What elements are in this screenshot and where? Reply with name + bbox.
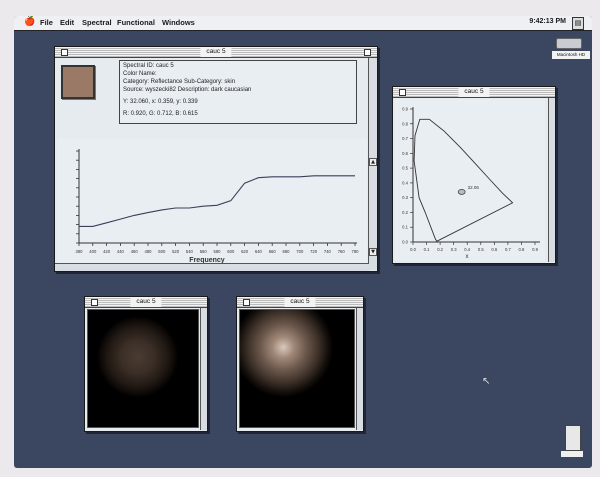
chromaticity-window-titlebar[interactable]: cauc 5 bbox=[393, 87, 555, 98]
scroll-up-arrow-icon[interactable]: ▲ bbox=[369, 158, 377, 166]
chroma-y-tick-label: 0.7 bbox=[402, 136, 408, 141]
trash-label bbox=[561, 451, 583, 457]
spectral-window-titlebar[interactable]: cauc 5 bbox=[55, 47, 377, 58]
menu-file[interactable]: File bbox=[40, 18, 53, 27]
rendered-sphere-image bbox=[87, 309, 199, 428]
trash-can-icon[interactable] bbox=[565, 425, 581, 451]
chroma-x-tick-label: 0.8 bbox=[519, 247, 525, 252]
spectral-x-tick-label: 480 bbox=[145, 249, 153, 254]
render-2-scrollbar[interactable] bbox=[356, 308, 363, 430]
spectral-x-tick-label: 620 bbox=[241, 249, 249, 254]
chroma-y-tick-label: 0.2 bbox=[402, 210, 408, 215]
xyz-values-text: Y: 32.060, x: 0.359, y: 0.339 bbox=[123, 99, 198, 105]
menu-edit[interactable]: Edit bbox=[60, 18, 75, 27]
render-window-1-titlebar[interactable]: cauc 5 bbox=[85, 297, 207, 308]
chroma-x-tick-label: 0.4 bbox=[464, 247, 470, 252]
category-text: Category: Reflectance Sub-Category: skin bbox=[123, 79, 236, 85]
chromaticity-window: cauc 5 0.0 0.1 0.2 0.3 0.4 0.5 0.6 0.7 0.8 0.9 0.… bbox=[392, 86, 556, 264]
spectral-x-tick-label: 540 bbox=[186, 249, 194, 254]
spectral-window-title: cauc 5 bbox=[200, 47, 232, 57]
render-window-2-title: cauc 5 bbox=[284, 297, 316, 307]
chroma-x-tick-label: 0.5 bbox=[478, 247, 484, 252]
hard-disk-label: Macintosh HD bbox=[552, 51, 590, 59]
chroma-y-tick-label: 0.3 bbox=[402, 195, 408, 200]
spectral-x-tick-label: 700 bbox=[296, 249, 304, 254]
spectral-window: cauc 5 Spectral ID: cauc 5 Color Name: C… bbox=[54, 46, 378, 272]
spectral-x-tick-label: 660 bbox=[269, 249, 277, 254]
chromaticity-xlabel: x bbox=[466, 254, 469, 260]
spectral-x-tick-label: 440 bbox=[117, 249, 125, 254]
finder-icon[interactable]: ▤ bbox=[572, 17, 584, 30]
spectral-info-panel: Spectral ID: cauc 5 Color Name: Category… bbox=[119, 60, 357, 124]
chromaticity-window-title: cauc 5 bbox=[458, 87, 490, 97]
spectral-vertical-scrollbar[interactable]: ▲ ▼ bbox=[368, 58, 377, 270]
chroma-x-tick-label: 0.6 bbox=[491, 247, 497, 252]
spectral-xlabel: Frequency bbox=[189, 257, 225, 264]
spectral-id-text: Spectral ID: cauc 5 bbox=[123, 63, 174, 69]
menu-windows[interactable]: Windows bbox=[162, 18, 195, 27]
menu-functional[interactable]: Functional bbox=[117, 18, 155, 27]
rendered-sphere-highlight-image bbox=[239, 309, 355, 428]
render-window-1-title: cauc 5 bbox=[130, 297, 162, 307]
chroma-x-tick-label: 0.3 bbox=[451, 247, 457, 252]
color-swatch bbox=[61, 65, 95, 99]
chroma-y-tick-label: 0.9 bbox=[402, 107, 408, 112]
spectral-x-tick-label: 720 bbox=[310, 249, 318, 254]
color-name-text: Color Name: bbox=[123, 71, 157, 77]
close-box-icon[interactable] bbox=[399, 89, 406, 96]
chromaticity-point bbox=[457, 189, 466, 195]
spectral-x-tick-label: 680 bbox=[283, 249, 291, 254]
chroma-x-tick-label: 0.9 bbox=[532, 247, 538, 252]
chroma-x-tick-label: 0.0 bbox=[410, 247, 416, 252]
rgb-values-text: R: 0.920, G: 0.712, B: 0.615 bbox=[123, 111, 198, 117]
render-1-scrollbar[interactable] bbox=[200, 308, 207, 430]
spectral-x-tick-label: 780 bbox=[352, 249, 360, 254]
spectral-horizontal-scrollbar[interactable] bbox=[55, 263, 369, 271]
render-window-2-titlebar[interactable]: cauc 5 bbox=[237, 297, 363, 308]
apple-menu-icon[interactable]: 🍎 bbox=[24, 17, 36, 27]
hard-disk-icon[interactable] bbox=[556, 38, 582, 49]
chroma-x-tick-label: 0.2 bbox=[437, 247, 443, 252]
source-text: Source: wyszecki82 Description: dark cau… bbox=[123, 87, 252, 93]
chromaticity-vertical-scrollbar[interactable] bbox=[548, 98, 555, 262]
spectral-x-tick-label: 460 bbox=[131, 249, 139, 254]
spectral-x-tick-label: 580 bbox=[214, 249, 222, 254]
spectral-x-tick-label: 380 bbox=[76, 249, 84, 254]
chroma-y-tick-label: 0.4 bbox=[402, 180, 408, 185]
spectral-reflectance-chart: 380 400 420 440 460 480 500 520 540 560 580 600 620 6… bbox=[57, 139, 367, 269]
spectral-locus-curve bbox=[413, 118, 514, 242]
chroma-x-tick-label: 0.7 bbox=[505, 247, 511, 252]
chromaticity-chart: 0.0 0.1 0.2 0.3 0.4 0.5 0.6 0.7 0.8 0.9 0.0 0.1 0.2… bbox=[395, 99, 545, 261]
chromaticity-point-label: 32.06 bbox=[468, 185, 480, 190]
reflectance-curve bbox=[79, 175, 355, 227]
chroma-x-tick-label: 0.1 bbox=[424, 247, 430, 252]
menu-bar: 🍎 File Edit Spectral Functional Windows … bbox=[14, 16, 592, 31]
chroma-y-tick-label: 0.8 bbox=[402, 121, 408, 126]
spectral-x-tick-label: 740 bbox=[324, 249, 332, 254]
spectral-x-tick-label: 760 bbox=[338, 249, 346, 254]
close-box-icon[interactable] bbox=[243, 299, 250, 306]
scroll-down-arrow-icon[interactable]: ▼ bbox=[369, 248, 377, 256]
close-box-icon[interactable] bbox=[61, 49, 68, 56]
mouse-cursor-icon: ↖ bbox=[482, 376, 491, 387]
chroma-y-tick-label: 0.0 bbox=[402, 240, 408, 245]
zoom-box-icon[interactable] bbox=[364, 49, 371, 56]
spectral-x-tick-label: 420 bbox=[103, 249, 111, 254]
spectral-x-tick-label: 560 bbox=[200, 249, 208, 254]
spectral-x-tick-label: 640 bbox=[255, 249, 263, 254]
spectral-x-tick-label: 600 bbox=[227, 249, 235, 254]
menu-clock: 9:42:13 PM bbox=[529, 18, 566, 25]
spectral-x-tick-label: 400 bbox=[89, 249, 97, 254]
spectral-x-tick-label: 500 bbox=[158, 249, 166, 254]
chroma-y-tick-label: 0.1 bbox=[402, 225, 408, 230]
close-box-icon[interactable] bbox=[91, 299, 98, 306]
menu-spectral[interactable]: Spectral bbox=[82, 18, 112, 27]
chroma-y-tick-label: 0.5 bbox=[402, 166, 408, 171]
desktop-screen: 🍎 File Edit Spectral Functional Windows … bbox=[14, 16, 592, 468]
render-window-1: cauc 5 bbox=[84, 296, 208, 432]
spectral-x-tick-label: 520 bbox=[172, 249, 180, 254]
chroma-y-tick-label: 0.6 bbox=[402, 151, 408, 156]
render-window-2: cauc 5 bbox=[236, 296, 364, 432]
